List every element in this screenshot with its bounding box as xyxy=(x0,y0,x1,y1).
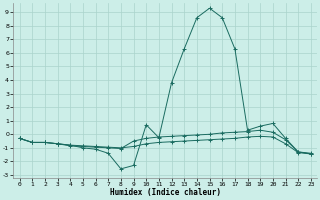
X-axis label: Humidex (Indice chaleur): Humidex (Indice chaleur) xyxy=(110,188,221,197)
